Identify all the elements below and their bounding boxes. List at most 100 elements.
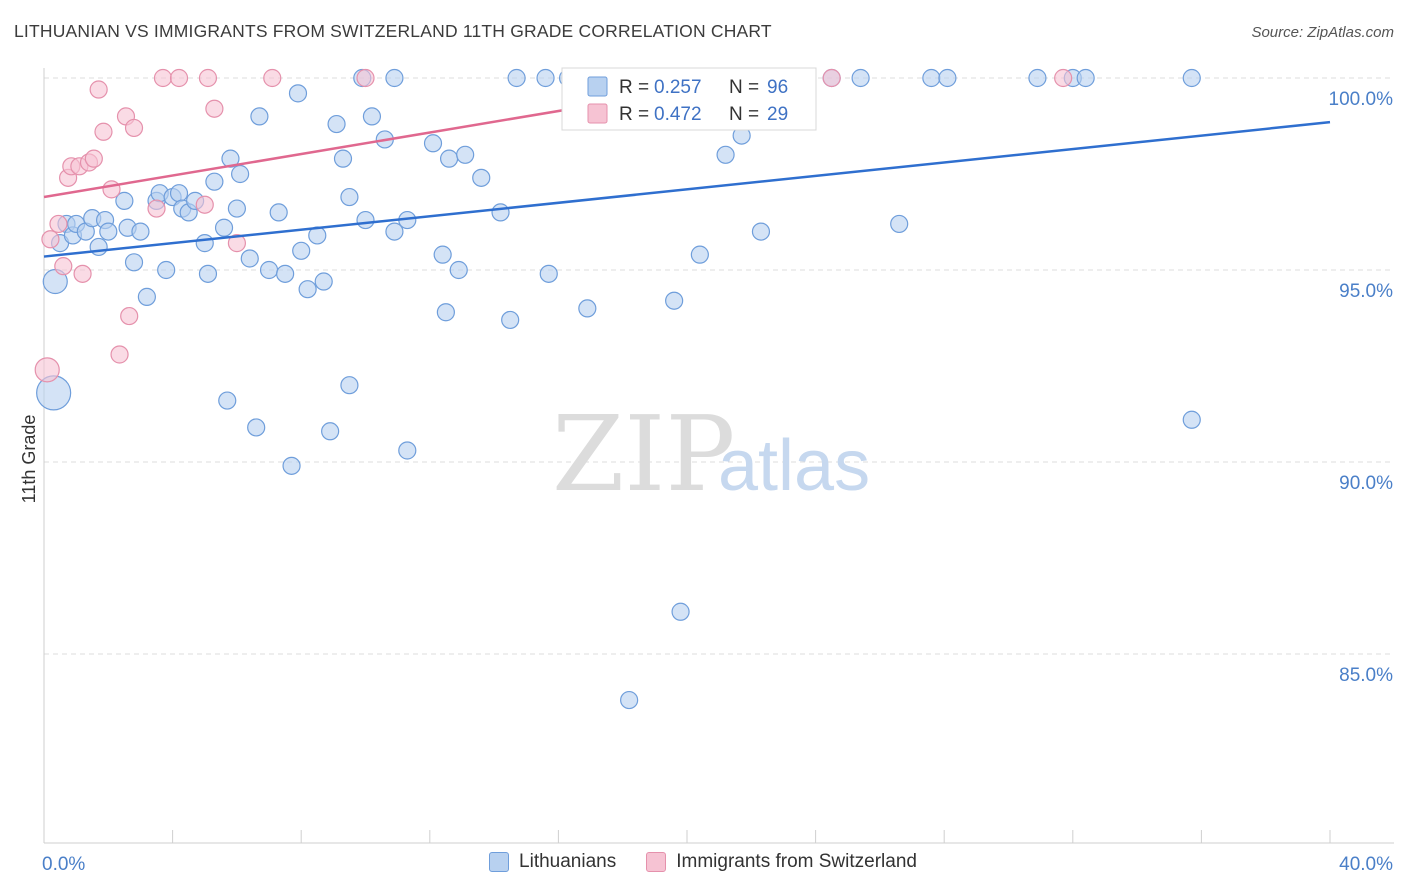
lithuanian-point xyxy=(922,68,941,88)
stats-swatch-lithuanians xyxy=(587,76,608,97)
lithuanian-point xyxy=(340,187,359,207)
lithuanian-trend-line xyxy=(43,120,1331,258)
lithuanian-point xyxy=(539,264,558,283)
lithuanian-point xyxy=(340,376,359,395)
switzerland-point xyxy=(356,68,375,88)
switzerland-point xyxy=(124,118,144,138)
switzerland-point xyxy=(41,230,60,249)
lithuanian-point xyxy=(231,164,250,184)
switzerland-point xyxy=(84,149,103,168)
lithuanian-point xyxy=(1182,68,1201,88)
x-tick-label-max: 40.0% xyxy=(1339,854,1393,875)
lithuanian-point xyxy=(1182,410,1201,429)
switzerland-point xyxy=(169,68,189,88)
legend-swatch-switzerland xyxy=(646,852,667,872)
lithuanian-point xyxy=(385,68,404,88)
switzerland-point xyxy=(49,214,68,234)
switzerland-point xyxy=(822,68,841,88)
lithuanian-point xyxy=(890,214,909,234)
lithuanian-point xyxy=(356,210,375,230)
lithuanian-point xyxy=(205,172,224,191)
source-label: Source: ZipAtlas.com xyxy=(1251,24,1394,41)
y-tick-labels: 85.0% 90.0% 95.0% 100.0% xyxy=(1329,89,1394,686)
data-points xyxy=(34,68,1201,710)
switzerland-point xyxy=(89,80,108,99)
switzerland-point xyxy=(102,180,121,199)
switzerland-point xyxy=(120,306,139,326)
lithuanian-point xyxy=(124,253,144,272)
lithuanian-point xyxy=(436,303,455,322)
lithuanian-point xyxy=(288,84,308,103)
lithuanian-point xyxy=(433,245,452,264)
lithuanian-point xyxy=(449,260,468,280)
switzerland-point xyxy=(205,99,224,118)
lithuanian-point xyxy=(198,264,218,283)
switzerland-point xyxy=(263,68,282,88)
lithuanian-point xyxy=(218,391,237,410)
lithuanian-point xyxy=(169,184,189,203)
stats-n-label-1: N = xyxy=(729,77,759,98)
lithuanian-point xyxy=(507,68,526,88)
lithuanian-point xyxy=(423,134,443,153)
lithuanian-point xyxy=(321,422,340,441)
lithuanian-point xyxy=(195,234,214,253)
lithuanian-point xyxy=(269,203,288,222)
lithuanian-point xyxy=(578,299,597,318)
lithuanian-point xyxy=(536,68,555,88)
watermark-zip: ZIP xyxy=(552,393,735,515)
lithuanian-point xyxy=(214,218,234,237)
legend-item-switzerland: Immigrants from Switzerland xyxy=(646,851,917,873)
lithuanian-point xyxy=(690,245,709,264)
lithuanian-point xyxy=(333,149,353,168)
chart-title: LITHUANIAN VS IMMIGRANTS FROM SWITZERLAN… xyxy=(14,21,772,41)
switzerland-point xyxy=(227,234,246,253)
lithuanian-point xyxy=(620,690,639,710)
switzerland-point xyxy=(195,195,214,214)
lithuanian-point xyxy=(282,456,301,475)
switzerland-point xyxy=(73,264,92,283)
lithuanian-point xyxy=(472,168,491,187)
stats-r-label-1: R = xyxy=(619,77,649,98)
lithuanian-point xyxy=(259,260,279,280)
switzerland-point xyxy=(147,199,166,218)
lithuanian-point xyxy=(398,441,417,460)
legend-label-switzerland: Immigrants from Switzerland xyxy=(676,851,917,872)
stats-r-value-1: 0.257 xyxy=(654,77,702,98)
y-tick-label: 95.0% xyxy=(1339,281,1393,302)
lithuanian-point xyxy=(385,222,404,241)
watermark-atlas: atlas xyxy=(718,426,870,506)
lithuanian-point xyxy=(250,107,269,126)
lithuanian-point xyxy=(439,149,459,168)
bottom-legend: Lithuanians Immigrants from Switzerland xyxy=(0,851,1406,873)
stats-r-label-2: R = xyxy=(619,104,649,125)
y-axis-label: 11th Grade xyxy=(19,415,39,504)
x-tick-label-min: 0.0% xyxy=(42,854,85,875)
lithuanian-point xyxy=(491,203,510,222)
lithuanian-point xyxy=(227,199,246,218)
switzerland-point xyxy=(54,257,73,276)
legend-label-lithuanians: Lithuanians xyxy=(519,851,617,872)
switzerland-point xyxy=(153,68,173,88)
lithuanian-point xyxy=(501,310,520,330)
lithuanian-point xyxy=(362,107,382,126)
lithuanian-point xyxy=(1028,68,1047,88)
lithuanian-point xyxy=(671,602,690,621)
lithuanian-point xyxy=(456,145,475,164)
stats-n-label-2: N = xyxy=(729,104,759,125)
lithuanian-point xyxy=(89,237,108,257)
lithuanian-point xyxy=(298,280,317,299)
switzerland-point xyxy=(94,122,113,141)
lithuanian-point xyxy=(716,145,735,164)
switzerland-point xyxy=(110,345,129,364)
y-tick-label: 100.0% xyxy=(1329,89,1394,110)
lithuanian-point xyxy=(115,191,134,210)
lithuanian-point xyxy=(851,68,870,88)
lithuanian-point xyxy=(157,260,176,280)
axes xyxy=(43,68,1394,844)
lithuanian-point xyxy=(751,222,771,241)
lithuanian-point xyxy=(314,272,333,291)
lithuanian-point xyxy=(938,68,957,88)
y-tick-label: 85.0% xyxy=(1339,665,1393,686)
legend-swatch-lithuanians xyxy=(489,852,510,872)
